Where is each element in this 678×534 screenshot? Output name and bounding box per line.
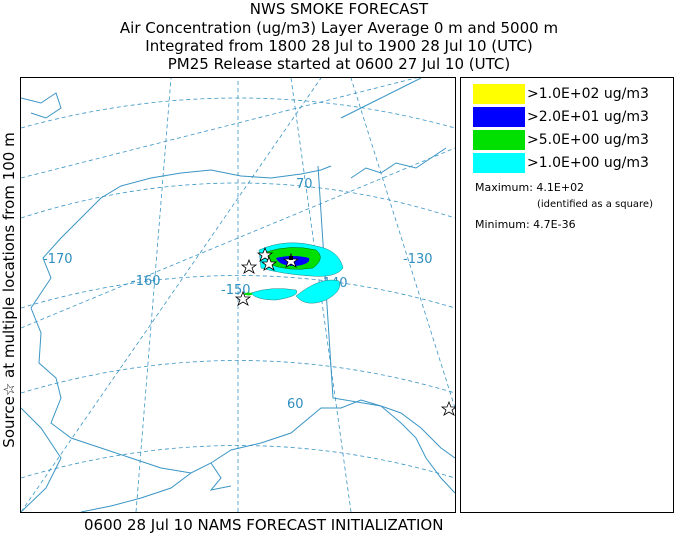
legend-row-100: >1.0E+02 ug/m3 [473, 84, 649, 104]
concentration-subtitle: Air Concentration (ug/m3) Layer Average … [119, 19, 559, 37]
lat-label-70: 70 [296, 177, 313, 192]
legend-panel: >1.0E+02 ug/m3 >2.0E+01 ug/m3 >5.0E+00 u… [460, 77, 674, 513]
forecast-initialization: 0600 28 Jul 10 NAMS FORECAST INITIALIZAT… [84, 516, 444, 534]
release-start: PM25 Release started at 0600 27 Jul 10 (… [167, 55, 511, 73]
legend-row-5: >5.0E+00 ug/m3 [473, 130, 649, 150]
maximum-value: Maximum: 4.1E+02 [475, 181, 585, 194]
legend-swatch-green [473, 130, 525, 150]
lon-line-g [350, 78, 455, 409]
siberia-coast [21, 92, 62, 119]
plume-green-small [243, 292, 253, 296]
legend-row-1: >1.0E+00 ug/m3 [473, 153, 649, 173]
lon-line-d [135, 78, 172, 512]
maximum-note: (identified as a square) [537, 199, 653, 210]
legend-swatch-blue [473, 107, 525, 127]
plume-cyan-south-east [295, 279, 340, 304]
alaska-canada-border [317, 165, 382, 407]
legend-label-1: >1.0E+00 ug/m3 [527, 155, 649, 171]
source-star [234, 290, 252, 306]
lon-label-160: -160 [131, 274, 161, 289]
legend-swatch-cyan [473, 153, 525, 173]
smoke-plume [243, 242, 344, 304]
legend-row-20: >2.0E+01 ug/m3 [473, 107, 649, 127]
peninsula-coast [80, 472, 192, 512]
source-label: Source☆ at multiple locations from 100 m [0, 132, 18, 448]
source-star [440, 400, 455, 416]
kenai-coast [209, 462, 232, 491]
lat-label-60: 60 [287, 397, 304, 412]
map-svg: -170 -160 -150 -140 -130 70 60 [21, 78, 455, 512]
legend-label-100: >1.0E+02 ug/m3 [527, 86, 649, 102]
source-star [260, 255, 278, 271]
integration-period: Integrated from 1800 28 Jul to 1900 28 J… [145, 37, 533, 55]
lon-line-c [21, 78, 322, 512]
legend-label-5: >5.0E+00 ug/m3 [527, 132, 649, 148]
lon-label-130: -130 [403, 252, 433, 267]
lon-label-150: -150 [221, 283, 251, 298]
source-markers [234, 246, 455, 416]
legend-label-20: >2.0E+01 ug/m3 [527, 109, 649, 125]
panhandle-coast [380, 405, 455, 494]
lon-label-170: -170 [43, 252, 73, 267]
bering-coast [21, 407, 62, 512]
maximum-square [289, 256, 293, 260]
legend-swatch-yellow [473, 84, 525, 104]
lon-line-a [21, 78, 418, 179]
arctic-coast-1 [340, 78, 422, 119]
coastlines [21, 78, 455, 512]
source-star [282, 252, 300, 268]
alaska-coast [30, 165, 455, 474]
map-panel[interactable]: -170 -160 -150 -140 -130 70 60 [20, 77, 456, 513]
minimum-value: Minimum: 4.7E-36 [475, 218, 576, 231]
source-star [240, 258, 258, 274]
lat-line-60 [21, 360, 455, 394]
graticule [21, 78, 455, 512]
forecast-title: NWS SMOKE FORECAST [249, 0, 429, 18]
arctic-coast-2 [350, 147, 447, 179]
plume-cyan-south-west [250, 288, 298, 301]
lat-line-65 [21, 275, 455, 309]
